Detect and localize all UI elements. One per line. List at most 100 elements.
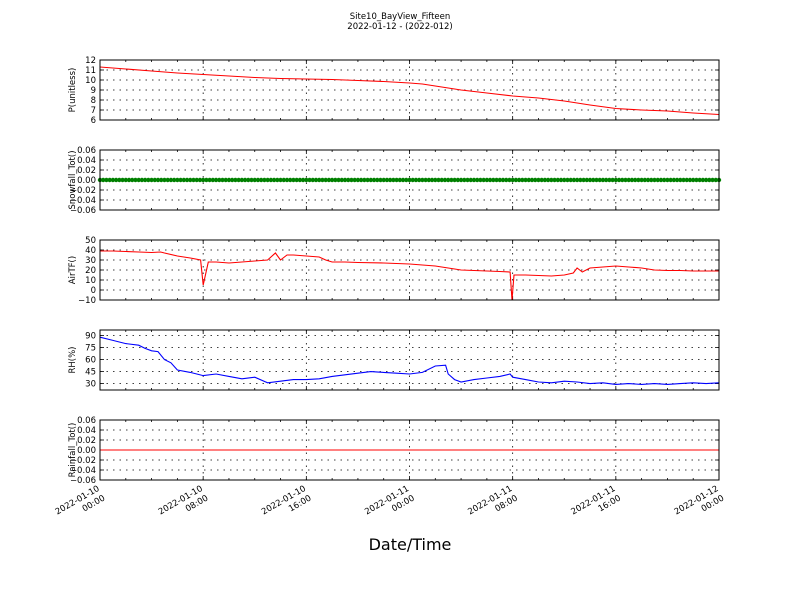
series-marker	[549, 177, 554, 183]
series-marker	[152, 177, 158, 183]
series-marker	[607, 177, 612, 183]
series-marker	[681, 177, 686, 183]
series-marker	[278, 177, 283, 183]
y-tick-label: 0.06	[77, 146, 96, 156]
series-marker	[313, 177, 319, 183]
x-tick-label: 2022-01-1116:00	[570, 484, 623, 527]
y-tick-label: 12	[85, 56, 96, 66]
series-marker	[707, 177, 712, 183]
series-marker	[413, 177, 419, 183]
series-marker	[571, 177, 577, 183]
series-marker	[333, 177, 338, 183]
series-marker	[471, 177, 477, 183]
series-marker	[171, 177, 177, 183]
y-tick-label: −0.06	[70, 476, 96, 486]
series-marker	[284, 177, 290, 183]
series-marker	[616, 177, 622, 183]
series-marker	[636, 177, 641, 183]
series-marker	[165, 177, 170, 183]
series-marker	[410, 177, 415, 183]
series-marker	[620, 177, 625, 183]
y-tick-label: −0.06	[70, 206, 96, 216]
series-marker	[168, 177, 174, 183]
series-marker	[452, 177, 457, 183]
series-marker	[426, 177, 432, 183]
series-marker	[371, 177, 377, 183]
series-marker	[288, 177, 293, 183]
series-marker	[691, 177, 696, 183]
series-marker	[110, 177, 116, 183]
series-marker	[642, 177, 648, 183]
series-marker	[249, 177, 254, 183]
series-marker	[252, 177, 257, 183]
series-marker	[623, 177, 628, 183]
y-tick-label: 50	[85, 236, 96, 246]
series-marker	[188, 177, 193, 183]
series-marker	[404, 177, 409, 183]
panel-4: 30 45 60 75 90 RH(%)	[68, 329, 720, 391]
series-marker	[668, 177, 673, 183]
series-marker	[104, 177, 109, 183]
series-marker	[510, 177, 515, 183]
series-marker	[326, 177, 332, 183]
y-tick-label: −0.02	[70, 186, 96, 196]
x-tick-label: 2022-01-1200:00	[673, 484, 726, 527]
series-marker	[362, 177, 367, 183]
series-marker	[442, 177, 448, 183]
series-marker	[358, 177, 364, 183]
series-marker	[649, 177, 654, 183]
series-marker	[674, 177, 680, 183]
series-marker	[149, 177, 154, 183]
series-marker	[710, 177, 715, 183]
series-marker	[207, 177, 212, 183]
series-marker	[200, 177, 206, 183]
series-marker	[352, 177, 357, 183]
series-marker	[626, 177, 631, 183]
y-tick-label: 0.06	[77, 416, 96, 426]
series-marker	[555, 177, 561, 183]
series-marker	[378, 177, 383, 183]
series-marker	[246, 177, 251, 183]
series-marker	[317, 177, 322, 183]
series-line	[100, 250, 719, 301]
series-marker	[468, 177, 473, 183]
series-marker	[697, 177, 702, 183]
series-marker	[475, 177, 480, 183]
series-marker	[504, 177, 509, 183]
y-tick-label: 7	[91, 106, 96, 116]
series-marker	[394, 177, 399, 183]
series-marker	[652, 177, 657, 183]
series-line	[99, 336, 720, 385]
plot-frame	[99, 149, 720, 211]
y-tick-label: 11	[85, 66, 96, 76]
series-marker	[661, 177, 667, 183]
plot-frame	[99, 329, 720, 391]
series-marker	[184, 177, 190, 183]
series-marker	[381, 177, 386, 183]
y-tick-label: 30	[85, 256, 96, 266]
series-marker	[520, 177, 525, 183]
series-marker	[420, 177, 425, 183]
series-marker	[213, 177, 219, 183]
series-marker	[113, 177, 119, 183]
series-marker	[478, 177, 483, 183]
series-marker	[349, 177, 354, 183]
y-tick-label: −0.04	[70, 466, 96, 476]
series-marker	[552, 177, 557, 183]
y-tick-label: −0.04	[70, 196, 96, 206]
series-marker	[300, 177, 306, 183]
panel-2: −0.06−0.04−0.020.000.020.040.06Snowfall_…	[68, 146, 722, 216]
series-marker	[591, 177, 596, 183]
panel-5: −0.06−0.04−0.020.000.020.040.06Rainfall_…	[68, 416, 720, 486]
series-marker	[491, 177, 496, 183]
series-marker	[342, 177, 348, 183]
series-marker	[233, 177, 238, 183]
x-axis-label: Date/Time	[369, 535, 452, 554]
y-tick-label: 0.04	[77, 156, 96, 166]
series-marker	[578, 177, 583, 183]
series-marker	[600, 177, 606, 183]
series-marker	[700, 177, 706, 183]
series-marker	[458, 177, 464, 183]
